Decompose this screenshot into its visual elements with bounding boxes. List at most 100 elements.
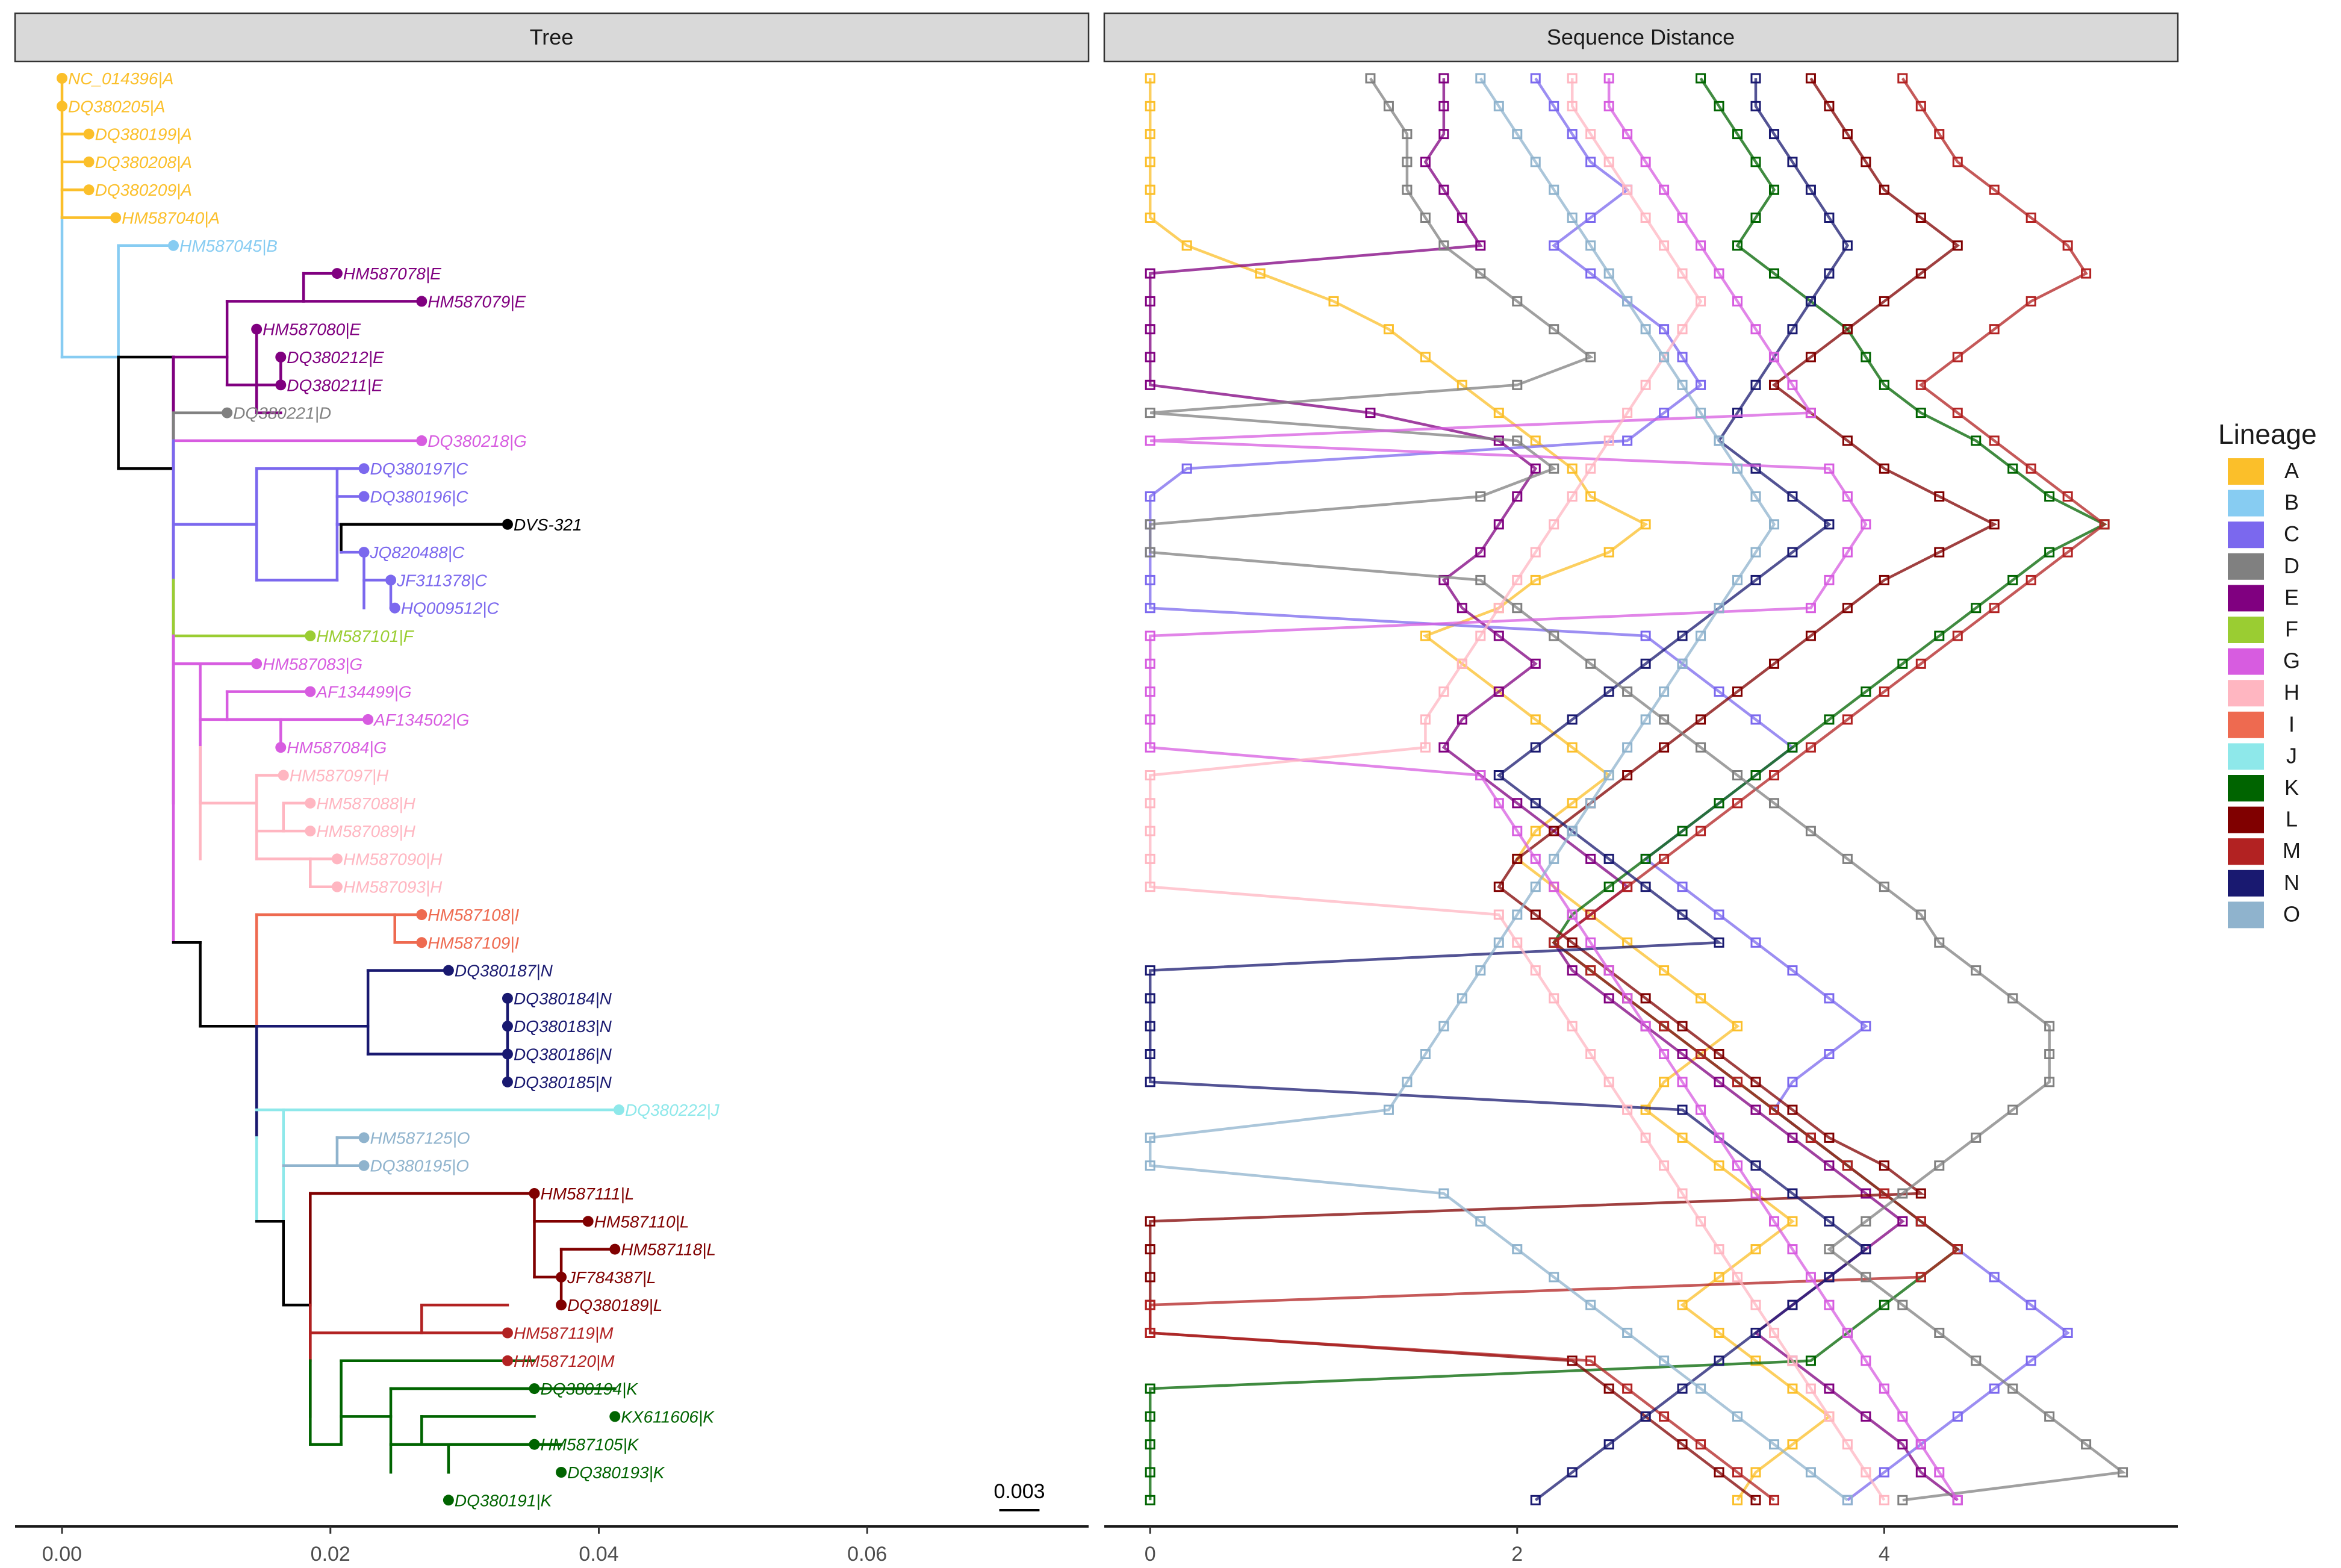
distance-point-H [1549,519,1559,530]
distance-point-C [1824,993,1835,1004]
distance-point-A [1145,73,1155,84]
distance-point-G [1787,1244,1798,1255]
tip-label: DQ380221|D [233,404,331,423]
distance-point-A [1530,714,1541,725]
distance-point-O [1768,1439,1779,1450]
distance-point-A [1750,1244,1761,1255]
distance-point-L [1512,853,1523,864]
tip-point [57,73,68,84]
distance-point-H [1420,742,1431,753]
distance-point-E [1897,1216,1908,1227]
tip-label: HM587040|A [122,209,220,228]
distance-point-D [1365,73,1376,84]
distance-point-H [1640,1132,1651,1143]
distance-point-C [1677,882,1688,892]
distance-point-G [1659,1049,1670,1059]
distance-point-N [1677,909,1688,920]
legend-key-E [2228,585,2264,612]
distance-point-G [1915,1439,1926,1450]
tip-label: HM587119|M [514,1324,614,1343]
distance-point-G [1732,296,1743,306]
tip-point [83,184,95,196]
distance-point-K [2007,574,2018,585]
distance-point-O [1732,574,1743,585]
tip-label: HM587109|I [427,933,519,952]
tip-label: DQ380186|N [514,1045,612,1064]
distance-point-N [1640,658,1651,669]
distance-point-M [1934,129,1945,140]
distance-point-K [1714,798,1724,809]
legend-label: M [2283,838,2301,863]
distance-point-A [1714,1272,1724,1283]
tip-label: DQ380196|C [370,488,468,506]
distance-point-H [1640,213,1651,223]
distance-point-N [1677,630,1688,641]
distance-line-O [1148,77,1848,1502]
distance-point-N [1603,686,1614,697]
distance-point-M [1732,1467,1743,1478]
distance-point-H [1677,324,1688,335]
distance-point-D [1585,352,1596,362]
tip-label: HM587079|E [427,292,526,311]
tip-point [416,937,427,948]
distance-point-O [1732,463,1743,474]
distance-point-L [1842,435,1853,446]
distance-line-L [1148,77,1998,1502]
distance-line-A [1148,78,1832,1501]
distance-point-A [1714,1160,1724,1171]
distance-point-O [1457,993,1467,1004]
distance-point-O [1696,1383,1706,1394]
distance-point-G [1585,937,1596,948]
distance-point-N [1861,1244,1871,1255]
distance-point-A [1640,1104,1651,1115]
distance-point-H [1145,798,1155,809]
tip-point [416,435,427,446]
distance-point-H [1530,547,1541,558]
distance-point-E [1861,1411,1871,1422]
distance-point-M [1952,352,1963,362]
tip-label: HM587089|H [316,822,415,841]
distance-point-C [1952,1411,1963,1422]
tip-point [222,407,233,418]
distance-point-D [1805,826,1816,836]
distance-point-H [1861,1467,1871,1478]
legend-label: E [2284,585,2299,609]
distance-point-O [1512,1244,1523,1255]
distance-point-K [1971,603,1982,614]
legend-key-H [2228,680,2264,707]
distance-point-H [1567,73,1578,84]
distance-point-G [1696,240,1706,251]
distance-point-A [1787,1216,1798,1227]
tree-branches [60,76,621,1474]
distance-point-H [1567,1021,1578,1031]
distance-point-L [1842,324,1853,335]
distance-point-N [1842,240,1853,251]
distance-series [1145,73,2128,1505]
distance-point-O [1622,296,1633,306]
distance-point-M [1915,101,1926,111]
distance-point-L [1879,463,1889,474]
distance-point-C [1824,1049,1835,1059]
distance-point-E [1512,798,1523,809]
distance-point-L [1787,1104,1798,1115]
distance-point-D [1475,491,1486,502]
legend-key-L [2228,806,2264,833]
tip-label: DQ380195|O [370,1157,469,1175]
legend-label: C [2284,521,2299,546]
tip-label: JF784387|L [567,1268,656,1287]
tip-label: AF134499|G [315,683,411,702]
distance-point-L [1915,268,1926,279]
tip-point [609,1243,621,1255]
distance-point-K [1934,630,1945,641]
distance-point-M [2025,213,2036,223]
legend-label: K [2284,775,2299,800]
distance-point-G [1897,1411,1908,1422]
tip-point [416,296,427,307]
distance-point-K [1861,352,1871,362]
distance-point-K [1640,853,1651,864]
legend-key-C [2228,521,2264,549]
tip-point [251,323,263,335]
distance-point-N [1640,1411,1651,1422]
distance-line-D [1148,77,2127,1502]
distance-point-H [1677,268,1688,279]
